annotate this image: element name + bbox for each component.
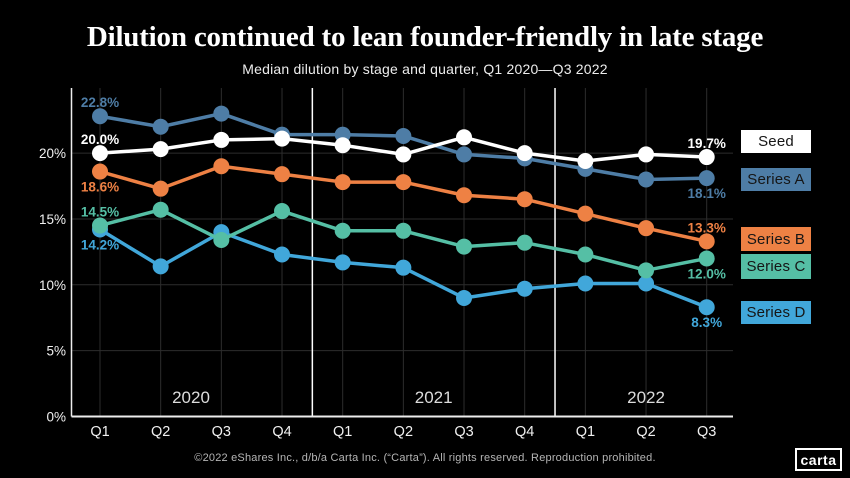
data-point-series-c xyxy=(516,234,533,251)
data-point-series-c xyxy=(638,262,655,279)
data-point-seed xyxy=(456,129,473,146)
data-point-series-c xyxy=(456,238,473,255)
data-point-series-b xyxy=(334,174,351,191)
data-point-series-d xyxy=(456,289,473,306)
y-tick-label: 15% xyxy=(39,212,66,227)
value-label-last-series-a: 18.1% xyxy=(688,186,726,201)
data-point-series-b xyxy=(395,174,412,191)
data-point-series-d xyxy=(577,275,594,292)
value-label-first-series-c: 14.5% xyxy=(81,205,119,220)
data-point-series-b xyxy=(152,180,169,197)
data-point-series-b xyxy=(456,187,473,204)
data-point-series-d xyxy=(638,275,655,292)
data-point-seed xyxy=(92,145,108,162)
data-point-seed xyxy=(274,130,291,147)
data-point-series-c xyxy=(274,203,291,220)
y-tick-label: 10% xyxy=(39,278,66,293)
year-label: 2021 xyxy=(415,388,453,407)
y-tick-label: 5% xyxy=(46,344,66,359)
data-point-series-a xyxy=(213,105,230,122)
data-point-series-d xyxy=(395,259,412,276)
data-point-series-a xyxy=(395,127,412,144)
x-tick-label: Q3 xyxy=(454,424,473,440)
data-point-series-a xyxy=(698,170,715,187)
data-point-series-a xyxy=(456,146,473,163)
value-label-last-seed: 19.7% xyxy=(688,136,726,151)
data-point-series-a xyxy=(92,108,108,125)
x-tick-label: Q2 xyxy=(394,424,413,440)
data-point-seed xyxy=(152,141,169,158)
y-tick-label: 0% xyxy=(46,410,66,425)
value-label-last-series-c: 12.0% xyxy=(688,266,726,281)
data-point-series-b xyxy=(92,163,108,180)
data-point-seed xyxy=(638,146,655,163)
data-point-seed xyxy=(516,145,533,162)
data-point-seed xyxy=(213,131,230,148)
value-label-first-seed: 20.0% xyxy=(81,132,119,147)
data-point-seed xyxy=(395,146,412,163)
data-point-series-d xyxy=(152,258,169,275)
x-tick-label: Q1 xyxy=(576,424,595,440)
carta-logo-text: carta xyxy=(800,451,837,468)
data-point-series-d xyxy=(516,280,533,297)
year-label: 2022 xyxy=(627,388,665,407)
carta-logo: carta xyxy=(795,448,842,471)
x-tick-label: Q2 xyxy=(636,424,655,440)
x-tick-label: Q4 xyxy=(515,424,534,440)
legend-item-series-a: Series A xyxy=(741,168,811,191)
x-tick-label: Q2 xyxy=(151,424,170,440)
legend-item-series-d: Series D xyxy=(741,301,811,324)
data-point-series-b xyxy=(213,158,230,175)
legend-item-seed: Seed xyxy=(741,130,811,153)
data-point-series-b xyxy=(698,233,715,250)
legend-item-series-c: Series C xyxy=(741,254,811,279)
chart-title: Dilution continued to lean founder-frien… xyxy=(86,21,764,53)
value-label-last-series-b: 13.3% xyxy=(688,220,726,235)
x-tick-label: Q1 xyxy=(333,424,352,440)
value-label-last-series-d: 8.3% xyxy=(691,315,722,330)
data-point-series-d xyxy=(698,299,715,316)
x-tick-label: Q3 xyxy=(212,424,231,440)
x-tick-label: Q4 xyxy=(272,424,291,440)
data-point-series-d xyxy=(274,246,291,263)
data-point-seed xyxy=(334,137,351,154)
data-point-series-c xyxy=(92,217,108,234)
data-point-series-b xyxy=(274,166,291,183)
x-tick-label: Q1 xyxy=(90,424,109,440)
data-point-series-a xyxy=(638,171,655,188)
x-tick-label: Q3 xyxy=(697,424,716,440)
data-point-seed xyxy=(698,149,715,166)
data-point-series-c xyxy=(698,250,715,267)
data-point-series-c xyxy=(395,222,412,239)
data-point-series-d xyxy=(334,254,351,271)
data-point-series-b xyxy=(516,191,533,208)
value-label-first-series-b: 18.6% xyxy=(81,180,119,195)
y-tick-label: 20% xyxy=(39,146,66,161)
data-point-series-c xyxy=(577,246,594,263)
data-point-series-c xyxy=(334,222,351,239)
value-label-first-series-a: 22.8% xyxy=(81,95,119,110)
chart-subtitle: Median dilution by stage and quarter, Q1… xyxy=(242,61,608,77)
data-point-series-a xyxy=(152,118,169,135)
value-label-first-series-d: 14.2% xyxy=(81,237,119,252)
data-point-series-c xyxy=(152,201,169,218)
data-point-series-b xyxy=(577,205,594,222)
legend-item-series-b: Series B xyxy=(741,227,811,251)
data-point-series-b xyxy=(638,220,655,237)
year-label: 2020 xyxy=(172,388,210,407)
data-point-series-c xyxy=(213,232,230,249)
data-point-seed xyxy=(577,153,594,170)
copyright-notice: ©2022 eShares Inc., d/b/a Carta Inc. (“C… xyxy=(194,452,656,464)
